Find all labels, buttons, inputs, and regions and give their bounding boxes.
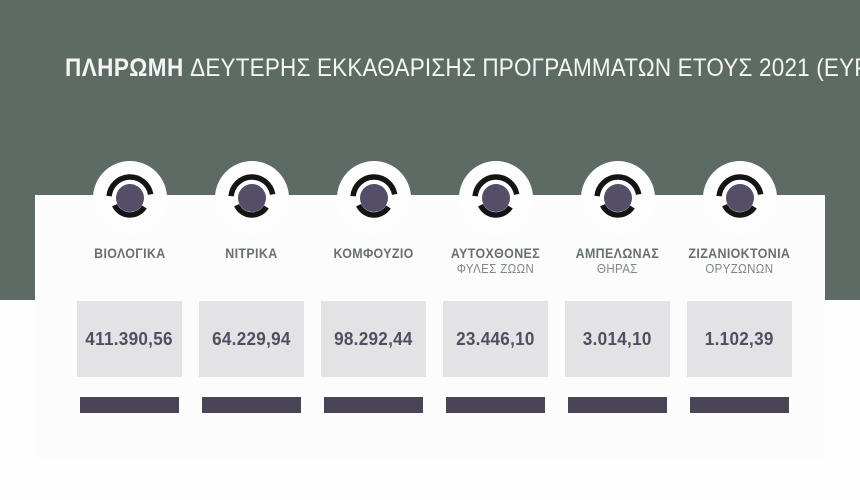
accent-bar (446, 397, 545, 413)
category-labels: ΒΙΟΛΟΓΙΚΑ (91, 246, 169, 288)
category-label: ΝΙΤΡΙΚΑ (225, 246, 278, 261)
category-sublabel: ΘΗΡΑΣ (597, 262, 638, 276)
category-label: ΑΥΤΟΧΘΟΝΕΣ (450, 246, 541, 261)
accent-bar (690, 397, 789, 413)
swirl-shutter-icon (336, 161, 411, 235)
category-labels: ΑΥΤΟΧΘΟΝΕΣ ΦΥΛΕΣ ΖΩΩΝ (447, 246, 544, 288)
accent-bar (80, 397, 179, 413)
category-labels: ΝΙΤΡΙΚΑ (223, 246, 280, 288)
swirl-shutter-icon (702, 161, 777, 235)
category-column-zizanioktonia-oryzonon: ΖΙΖΑΝΙΟΚΤΟΝΙΑ ΟΡΥΖΩΝΩΝ 1.102,39 (684, 161, 795, 413)
value-amount: 3.014,10 (583, 328, 652, 349)
category-labels: ΖΙΖΑΝΙΟΚΤΟΝΙΑ ΟΡΥΖΩΝΩΝ (684, 246, 795, 288)
page-title: ΠΛΗΡΩΜΗ ΔΕΥΤΕΡΗΣ ΕΚΚΑΘΑΡΙΣΗΣ ΠΡΟΓΡΑΜΜΑΤΩ… (65, 54, 860, 83)
category-labels: ΚΟΜΦΟΥΖΙΟ (330, 246, 417, 288)
value-amount: 411.390,56 (85, 328, 174, 349)
category-column-komfouzio: ΚΟΜΦΟΥΖΙΟ 98.292,44 (321, 161, 426, 413)
value-box: 98.292,44 (321, 301, 426, 377)
category-column-ampelonas-thiras: ΑΜΠΕΛΩΝΑΣ ΘΗΡΑΣ 3.014,10 (565, 161, 670, 413)
swirl-shutter-icon (580, 161, 655, 235)
category-sublabel: ΦΥΛΕΣ ΖΩΩΝ (456, 262, 535, 276)
category-column-biologika: ΒΙΟΛΟΓΙΚΑ 411.390,56 (77, 161, 182, 413)
category-label: ΖΙΖΑΝΙΟΚΤΟΝΙΑ (688, 246, 791, 261)
value-box: 1.102,39 (687, 301, 792, 377)
accent-bar (568, 397, 667, 413)
category-sublabel: ΟΡΥΖΩΝΩΝ (705, 262, 774, 276)
value-box: 64.229,94 (199, 301, 304, 377)
page-title-rest: ΔΕΥΤΕΡΗΣ ΕΚΚΑΘΑΡΙΣΗΣ ΠΡΟΓΡΑΜΜΑΤΩΝ ΕΤΟΥΣ … (190, 54, 860, 82)
page-title-emphasis: ΠΛΗΡΩΜΗ (65, 54, 184, 82)
swirl-shutter-icon (92, 161, 167, 235)
accent-bar (202, 397, 301, 413)
category-column-nitrika: ΝΙΤΡΙΚΑ 64.229,94 (199, 161, 304, 413)
value-box: 411.390,56 (77, 301, 182, 377)
value-amount: 98.292,44 (334, 328, 413, 349)
value-amount: 1.102,39 (705, 328, 774, 349)
value-amount: 64.229,94 (212, 328, 291, 349)
category-label: ΒΙΟΛΟΓΙΚΑ (93, 246, 166, 261)
value-amount: 23.446,10 (456, 328, 535, 349)
data-card: ΒΙΟΛΟΓΙΚΑ 411.390,56 (35, 161, 825, 460)
category-label: ΑΜΠΕΛΩΝΑΣ (575, 246, 660, 261)
swirl-shutter-icon (458, 161, 533, 235)
category-label: ΚΟΜΦΟΥΖΙΟ (333, 246, 414, 261)
accent-bar (324, 397, 423, 413)
category-columns: ΒΙΟΛΟΓΙΚΑ 411.390,56 (35, 161, 825, 413)
category-labels: ΑΜΠΕΛΩΝΑΣ ΘΗΡΑΣ (572, 246, 663, 288)
value-box: 3.014,10 (565, 301, 670, 377)
category-column-autoxthones-fyles-zoon: ΑΥΤΟΧΘΟΝΕΣ ΦΥΛΕΣ ΖΩΩΝ 23.446,10 (443, 161, 548, 413)
swirl-shutter-icon (214, 161, 289, 235)
value-box: 23.446,10 (443, 301, 548, 377)
